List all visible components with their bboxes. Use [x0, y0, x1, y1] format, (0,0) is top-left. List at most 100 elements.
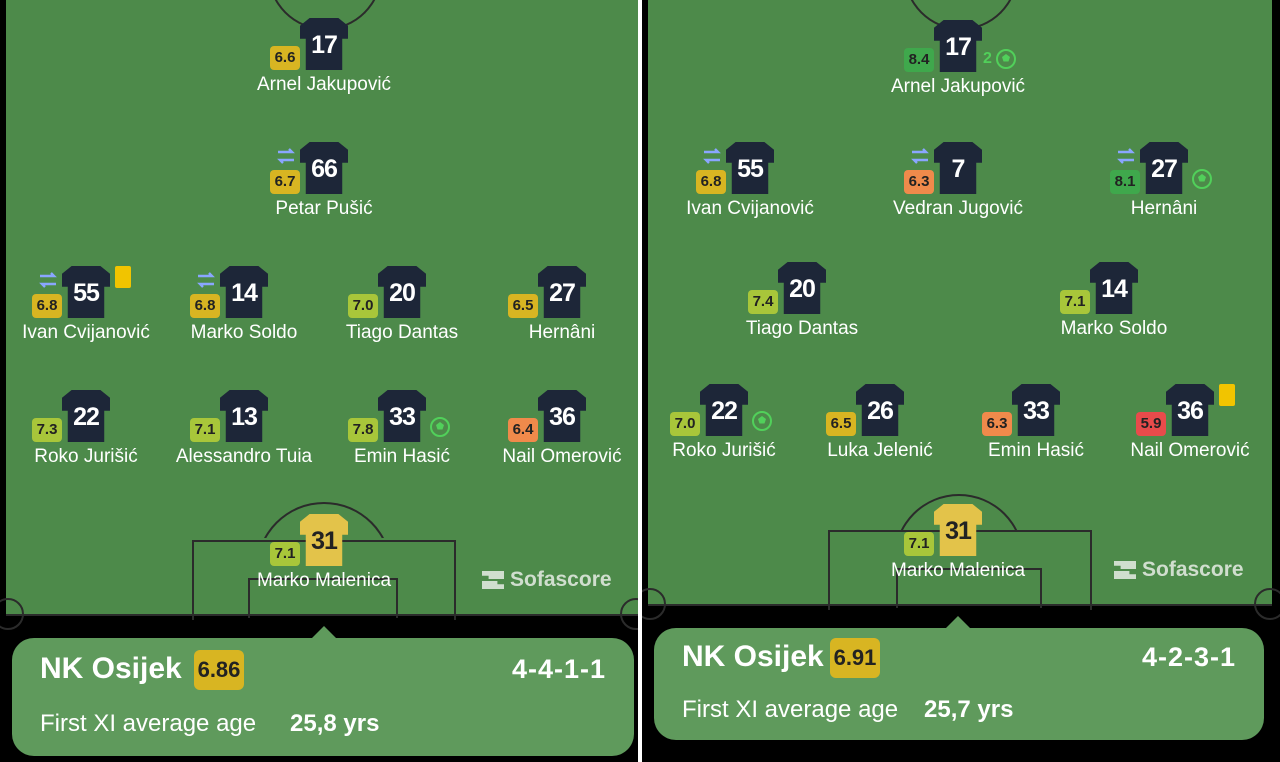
shirt-number: 55 [62, 266, 110, 318]
shirt-number: 17 [300, 18, 348, 70]
sofascore-label: Sofascore [510, 568, 612, 591]
player-card[interactable]: 7.8 33 Emin Hasić [317, 390, 487, 470]
player-rating: 7.4 [748, 290, 778, 314]
player-rating: 7.1 [270, 542, 300, 566]
goal-count: 2 [983, 50, 992, 67]
average-age-label: First XI average age [682, 696, 899, 723]
player-name: Petar Pušić [275, 198, 373, 219]
shirt-number: 27 [1140, 142, 1188, 194]
player-rating: 6.3 [904, 170, 934, 194]
player-name: Emin Hasić [353, 446, 451, 467]
sofascore-logo-icon [482, 569, 504, 591]
formation-label: 4-4-1-1 [511, 654, 606, 684]
goal-ball-icon [430, 417, 450, 437]
player-rating: 8.4 [904, 48, 934, 72]
player-rating: 6.5 [508, 294, 538, 318]
goal-box [896, 568, 1042, 608]
player-card[interactable]: 6.8 14 Marko Soldo [159, 266, 329, 346]
goal-ball-icon [752, 411, 772, 431]
player-rating: 6.4 [508, 418, 538, 442]
player-name: Nail Omerović [502, 446, 622, 467]
goalkeeper-shirt-number: 31 [934, 504, 982, 556]
sofascore-watermark: Sofascore [1114, 558, 1244, 582]
shirt-number: 20 [778, 262, 826, 314]
lineup-panel-right: Sofascore 8.4 17 2 Arnel Jakupović 6.8 5… [642, 0, 1280, 762]
shirt-number: 14 [220, 266, 268, 318]
player-name: Arnel Jakupović [256, 74, 392, 95]
player-card[interactable]: 6.7 66 Petar Pušić [239, 142, 409, 222]
player-name: Marko Soldo [1060, 318, 1168, 339]
shirt-number: 66 [300, 142, 348, 194]
player-card[interactable]: 8.4 17 2 Arnel Jakupović [873, 20, 1043, 100]
player-card[interactable]: 7.0 22 Roko Jurišić [642, 384, 809, 464]
player-rating: 6.3 [982, 412, 1012, 436]
lineup-panel-left: Sofascore 6.6 17 Arnel Jakupović 6.7 66 … [0, 0, 638, 762]
goal-ball-icon [996, 49, 1016, 69]
team-summary-card[interactable]: NK Osijek 6.91 4-2-3-1 First XI average … [654, 628, 1264, 740]
goal-line [648, 604, 1272, 606]
player-card[interactable]: 6.5 27 Hernâni [477, 266, 638, 346]
player-card[interactable]: 6.8 55 Ivan Cvijanović [1, 266, 171, 346]
team-summary-card[interactable]: NK Osijek 6.86 4-4-1-1 First XI average … [12, 638, 634, 756]
shirt-number: 17 [934, 20, 982, 72]
player-rating: 6.5 [826, 412, 856, 436]
substitution-icon [39, 272, 57, 288]
player-rating: 7.1 [904, 532, 934, 556]
shirt-number: 33 [1012, 384, 1060, 436]
substitution-icon [277, 148, 295, 164]
player-rating: 7.1 [190, 418, 220, 442]
substitution-icon [911, 148, 929, 164]
player-name: Hernâni [528, 322, 596, 343]
team-rating-badge: 6.91 [830, 638, 880, 678]
player-name: Vedran Jugović [893, 198, 1023, 219]
average-age-value: 25,8 yrs [290, 710, 380, 737]
goal-box [248, 578, 398, 618]
player-rating: 7.0 [348, 294, 378, 318]
substitution-icon [197, 272, 215, 288]
player-rating: 6.6 [270, 46, 300, 70]
card-pointer [312, 626, 336, 638]
player-name: Alessandro Tuia [175, 446, 313, 467]
player-card[interactable]: 6.3 7 Vedran Jugović [873, 142, 1043, 222]
sofascore-label: Sofascore [1142, 558, 1244, 581]
player-rating: 7.8 [348, 418, 378, 442]
player-card[interactable]: 7.0 20 Tiago Dantas [317, 266, 487, 346]
player-card[interactable]: 6.3 33 Emin Hasić [951, 384, 1121, 464]
player-name: Marko Malenica [256, 570, 392, 591]
average-age-value: 25,7 yrs [924, 696, 1014, 723]
player-rating: 8.1 [1110, 170, 1140, 194]
player-card[interactable]: 7.3 22 Roko Jurišić [1, 390, 171, 470]
player-name: Ivan Cvijanović [686, 198, 814, 219]
player-name: Roko Jurišić [672, 440, 776, 461]
shirt-number: 27 [538, 266, 586, 318]
substitution-icon [1117, 148, 1135, 164]
player-card[interactable]: 7.1 13 Alessandro Tuia [159, 390, 329, 470]
player-rating: 6.7 [270, 170, 300, 194]
player-card[interactable]: 7.1 31 Marko Malenica [239, 514, 409, 594]
shirt-number: 33 [378, 390, 426, 442]
average-age-label: First XI average age [40, 710, 257, 737]
player-card[interactable]: 7.1 14 Marko Soldo [1029, 262, 1199, 342]
player-card[interactable]: 7.4 20 Tiago Dantas [717, 262, 887, 342]
player-card[interactable]: 5.9 36 Nail Omerović [1105, 384, 1275, 464]
player-rating: 7.1 [1060, 290, 1090, 314]
player-card[interactable]: 6.5 26 Luka Jelenić [795, 384, 965, 464]
player-rating: 6.8 [190, 294, 220, 318]
player-card[interactable]: 6.6 17 Arnel Jakupović [239, 18, 409, 98]
player-card[interactable]: 8.1 27 Hernâni [1079, 142, 1249, 222]
shirt-number: 14 [1090, 262, 1138, 314]
player-name: Arnel Jakupović [890, 76, 1026, 97]
player-rating: 6.8 [696, 170, 726, 194]
shirt-number: 22 [62, 390, 110, 442]
yellow-card-icon [115, 266, 131, 288]
player-rating: 6.8 [32, 294, 62, 318]
player-card[interactable]: 6.4 36 Nail Omerović [477, 390, 638, 470]
sofascore-watermark: Sofascore [482, 568, 612, 592]
player-name: Marko Soldo [190, 322, 298, 343]
player-name: Nail Omerović [1130, 440, 1250, 461]
goalkeeper-shirt-number: 31 [300, 514, 348, 566]
player-card[interactable]: 6.8 55 Ivan Cvijanović [665, 142, 835, 222]
player-card[interactable]: 7.1 31 Marko Malenica [873, 504, 1043, 584]
shirt-number: 55 [726, 142, 774, 194]
shirt-number: 22 [700, 384, 748, 436]
